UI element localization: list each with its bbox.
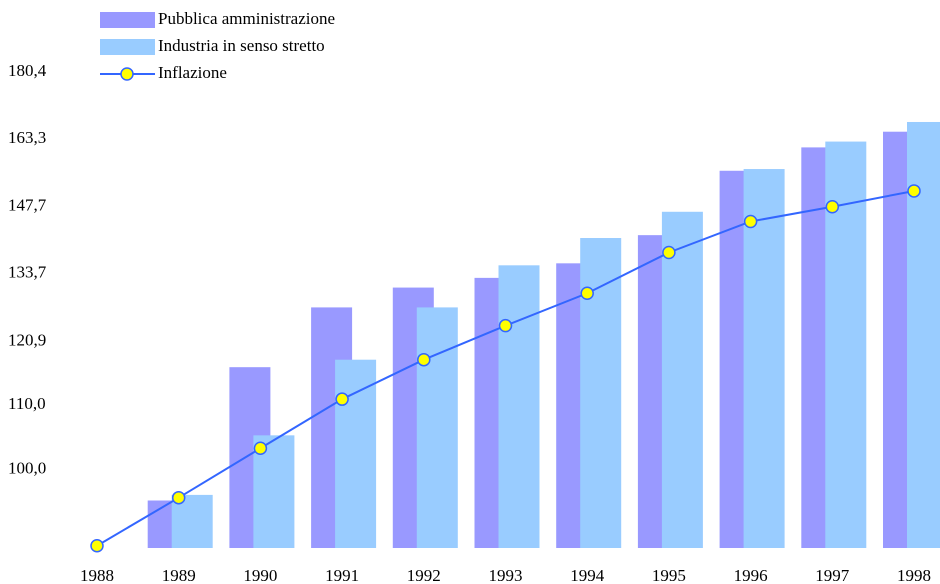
line-marker [171, 490, 186, 505]
line-marker [253, 441, 268, 456]
line-marker [417, 352, 431, 367]
y-tick-label: 120,9 [8, 331, 46, 350]
legend-marker [120, 67, 134, 81]
legend-label: Pubblica amministrazione [158, 9, 335, 28]
line-marker [662, 245, 676, 260]
line-marker [743, 214, 758, 229]
y-tick-label: 100,0 [8, 458, 46, 477]
x-tick-label: 1993 [489, 566, 523, 584]
x-tick-label: 1989 [162, 566, 196, 584]
x-tick-label: 1998 [897, 566, 931, 584]
x-tick-label: 1995 [652, 566, 686, 584]
legend-swatch [100, 12, 155, 28]
legend-label: Inflazione [158, 63, 227, 82]
bar [416, 307, 458, 548]
bar [580, 238, 622, 549]
y-tick-label: 133,7 [8, 263, 47, 282]
line-marker [90, 538, 104, 553]
y-tick-label: 180,4 [8, 61, 47, 80]
x-tick-label: 1990 [243, 566, 277, 584]
x-tick-label: 1994 [570, 566, 605, 584]
y-tick-label: 110,0 [8, 394, 46, 413]
line-marker [335, 392, 349, 406]
legend-label: Industria in senso stretto [158, 36, 325, 55]
x-tick-label: 1992 [407, 566, 441, 584]
bar [498, 265, 540, 548]
line-marker [825, 199, 840, 214]
y-tick-label: 147,7 [8, 196, 47, 215]
x-tick-label: 1991 [325, 566, 359, 584]
y-tick-label: 163,3 [8, 128, 46, 147]
x-tick-label: 1997 [815, 566, 850, 584]
x-tick-label: 1988 [80, 566, 114, 584]
bar [335, 359, 377, 548]
bar [661, 211, 703, 548]
line-marker [907, 184, 921, 198]
line-marker [498, 318, 513, 333]
bar [743, 169, 785, 548]
line-marker [580, 286, 594, 301]
legend-swatch [100, 39, 155, 55]
x-tick-label: 1996 [734, 566, 768, 584]
